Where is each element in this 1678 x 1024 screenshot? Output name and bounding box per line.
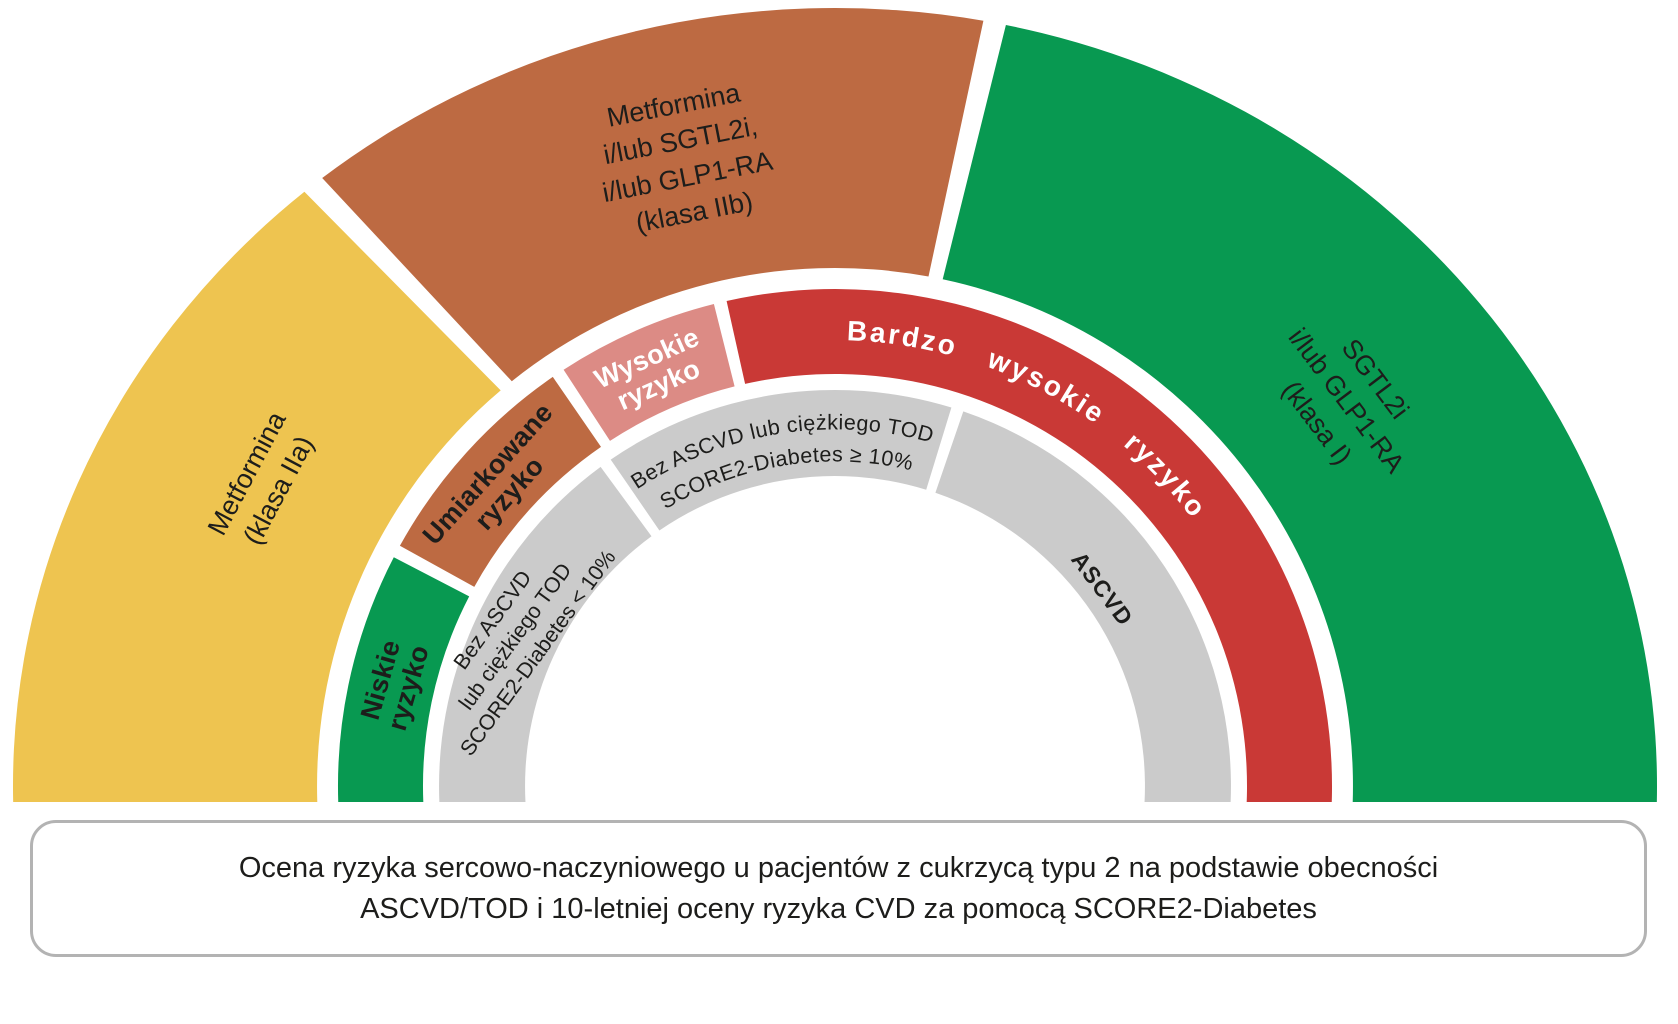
segment-criteria-high [610, 389, 952, 531]
caption-line-1: Ocena ryzyka sercowo-naczyniowego u pacj… [238, 851, 1439, 884]
segment-risk-very-high [726, 289, 1333, 802]
segment-criteria-ascvd [935, 411, 1231, 802]
caption-line-2: ASCVD/TOD i 10-letniej oceny ryzyka CVD … [360, 892, 1317, 925]
segment-criteria-low [439, 466, 652, 802]
segment-outer-metformina-sgtl2i-glp1ra [322, 8, 984, 382]
segment-risk-low [337, 557, 470, 802]
segment-outer-metformina-iia [13, 191, 501, 802]
segment-risk-moderate [399, 376, 601, 587]
caption-box: Ocena ryzyka sercowo-naczyniowego u pacj… [30, 820, 1647, 957]
segment-risk-high [563, 304, 735, 441]
segment-outer-sgtl2i-glp1ra-klasa-i [942, 25, 1657, 802]
